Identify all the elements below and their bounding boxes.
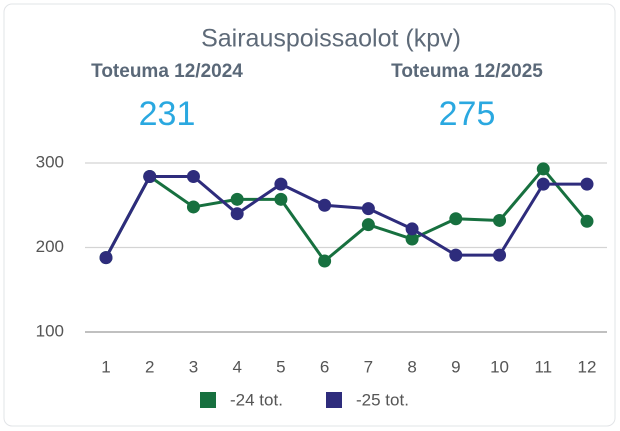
legend-label: -24 tot.: [230, 390, 283, 409]
data-point: [449, 248, 463, 262]
legend-label: -25 tot.: [356, 390, 409, 409]
data-point: [536, 177, 550, 191]
data-point: [230, 207, 244, 221]
x-tick-label: 6: [320, 357, 329, 376]
x-tick-label: 4: [232, 357, 241, 376]
data-point: [143, 170, 157, 184]
x-tick-label: 11: [534, 357, 552, 376]
x-tick-label: 10: [490, 357, 509, 376]
data-point: [580, 214, 594, 228]
data-point: [318, 198, 332, 212]
x-tick-label: 9: [451, 357, 460, 376]
kpi-value: 275: [439, 95, 496, 133]
data-point: [536, 162, 550, 176]
data-point: [99, 251, 113, 265]
data-point: [274, 177, 288, 191]
x-tick-label: 8: [407, 357, 416, 376]
data-point: [186, 200, 200, 214]
x-tick-label: 2: [145, 357, 154, 376]
data-point: [580, 177, 594, 191]
y-tick-label: 300: [36, 152, 64, 171]
x-tick-label: 12: [578, 357, 597, 376]
x-tick-label: 3: [189, 357, 198, 376]
x-tick-label: 7: [364, 357, 373, 376]
data-point: [361, 218, 375, 232]
kpi-value: 231: [139, 95, 196, 133]
kpi-label: Toteuma 12/2024: [91, 61, 243, 82]
data-point: [493, 248, 507, 262]
kpi-label: Toteuma 12/2025: [391, 61, 543, 82]
data-point: [186, 170, 200, 184]
data-point: [405, 232, 419, 246]
series-line: [104, 167, 589, 263]
chart-title: Sairauspoissaolot (kpv): [201, 25, 461, 53]
legend-swatch: [326, 392, 342, 408]
data-point: [405, 222, 419, 236]
y-tick-label: 100: [36, 321, 64, 340]
data-point: [449, 212, 463, 226]
x-tick-label: 1: [101, 357, 110, 376]
data-point: [318, 254, 332, 268]
legend-swatch: [200, 392, 216, 408]
data-point: [274, 192, 288, 206]
y-tick-label: 200: [36, 237, 64, 256]
card: [3, 3, 616, 427]
series-line: [104, 175, 587, 259]
x-tick-label: 5: [276, 357, 285, 376]
data-point: [493, 213, 507, 227]
data-point: [230, 192, 244, 206]
data-point: [361, 202, 375, 216]
